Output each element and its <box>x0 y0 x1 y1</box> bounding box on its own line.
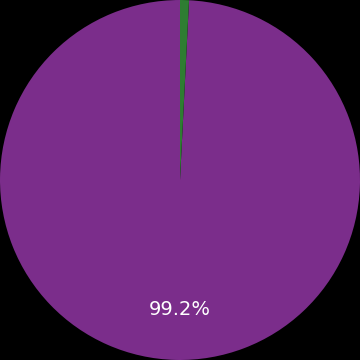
Text: 99.2%: 99.2% <box>149 300 211 319</box>
Wedge shape <box>180 0 189 180</box>
